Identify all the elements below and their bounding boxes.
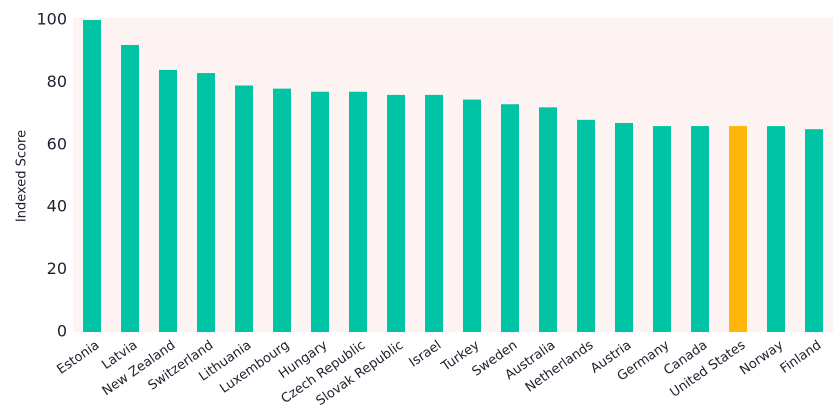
x-tick-label: Norway [737,338,786,379]
bar [653,126,671,332]
bar [235,85,253,333]
x-tick-label: Finland [778,338,825,377]
y-tick-label: 0 [57,322,67,341]
y-tick-label: 20 [47,259,67,278]
bar [197,73,215,332]
bar [387,94,405,332]
bar [615,122,633,333]
y-tick-label: 100 [36,10,67,29]
bar [539,107,557,332]
bar [767,126,785,332]
bar [311,91,329,332]
plot-background [73,18,833,332]
bar [463,99,481,332]
y-tick-label: 80 [47,72,67,91]
bar [577,119,595,332]
bar [83,20,101,332]
y-tick-label: 40 [47,197,67,216]
bar [501,104,519,333]
x-tick-label: Israel [407,338,445,371]
bar [729,126,747,332]
bar [121,44,139,333]
bar [159,69,177,333]
bar [805,129,823,332]
bar [273,88,291,332]
y-tick-label: 60 [47,134,67,153]
x-tick-label: Estonia [54,338,102,378]
bar [691,126,709,332]
bar [349,91,367,332]
y-axis-label: Indexed Score [15,130,30,222]
bar [425,94,443,332]
